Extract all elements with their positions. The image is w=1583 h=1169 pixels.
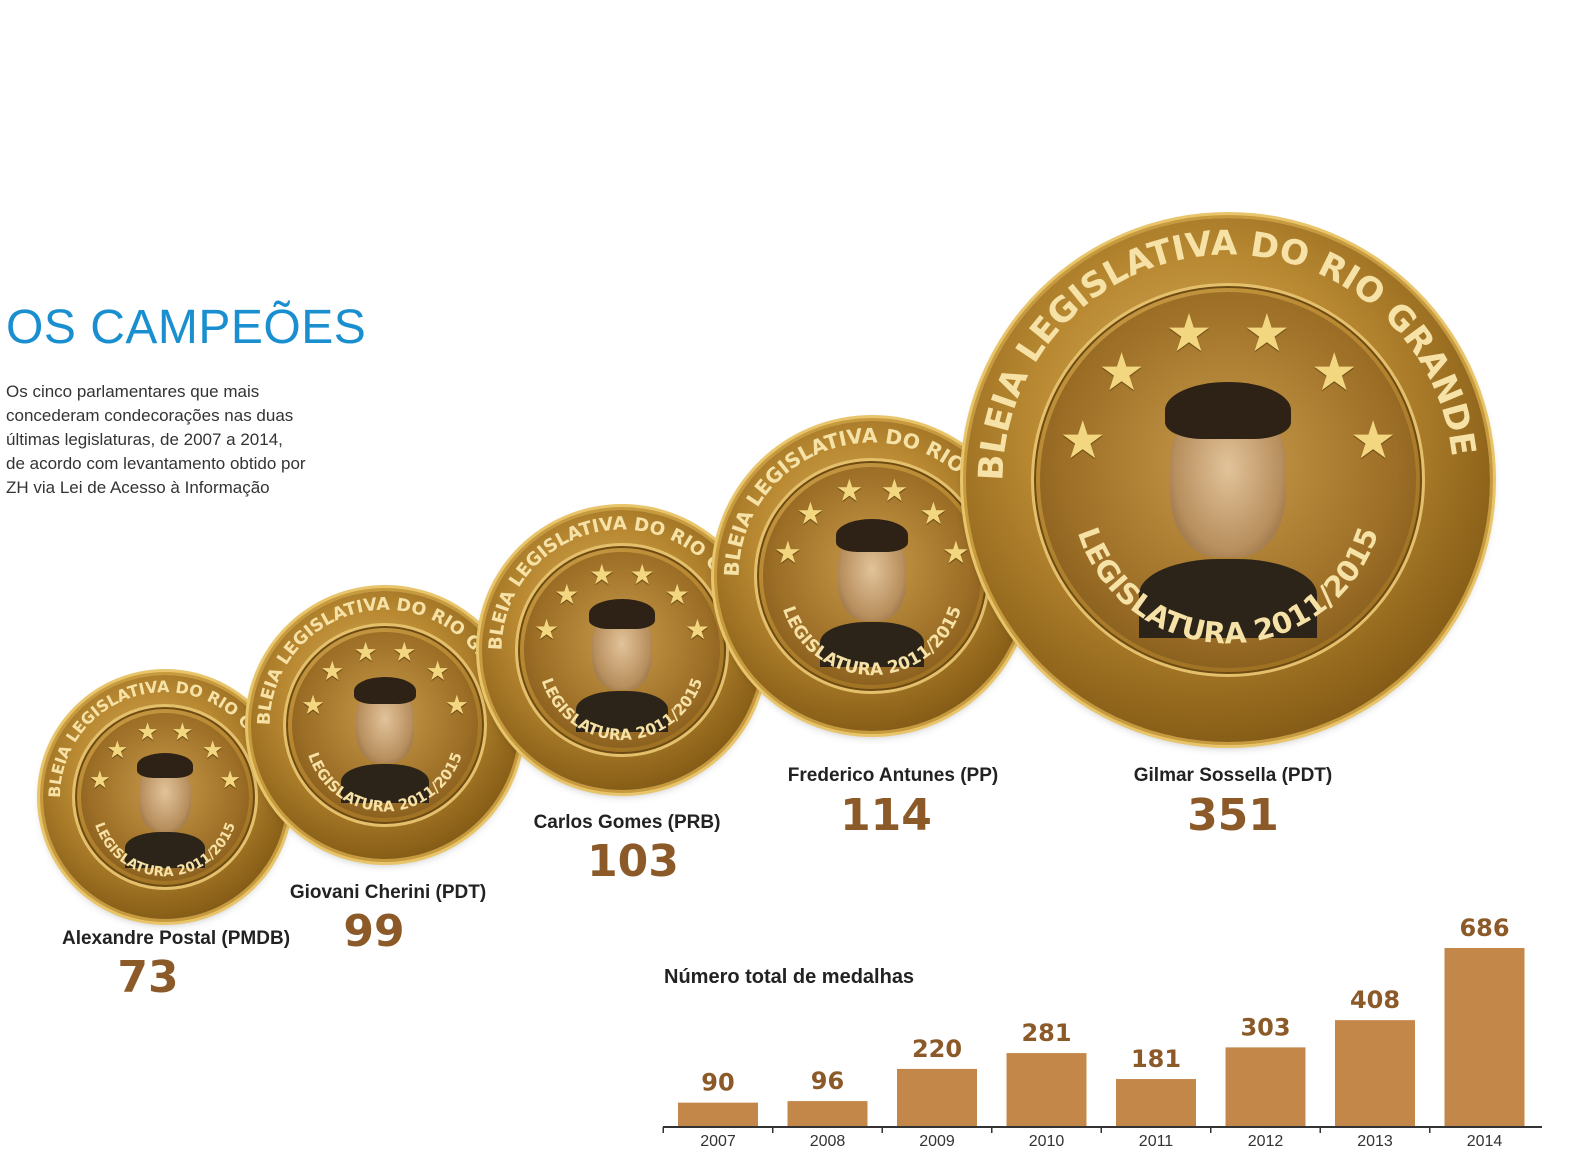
star-icon: ★: [629, 557, 655, 591]
x-tick-label: 2010: [1029, 1133, 1065, 1150]
medal-coin: ★★★★★★ASSEMBLEIA LEGISLATIVA DO RIO GRAN…: [35, 660, 287, 919]
star-icon: ★: [1349, 409, 1397, 471]
bar-2012: [1225, 1047, 1306, 1126]
bar-value-label: 96: [811, 1067, 844, 1095]
medal-coin: ★★★★★★ASSEMBLEIA LEGISLATIVA DO RIO GRAN…: [242, 576, 519, 859]
star-icon: ★: [835, 473, 864, 510]
x-tick-label: 2008: [810, 1133, 846, 1150]
star-icon: ★: [880, 473, 909, 510]
star-icon: ★: [796, 495, 825, 532]
star-icon: ★: [425, 656, 450, 688]
champion-name: Gilmar Sossella (PDT): [1133, 765, 1333, 786]
medal-coin: ★★★★★★ASSEMBLEIA LEGISLATIVA DO RIO GRAN…: [473, 494, 762, 790]
champion-count: 103: [587, 836, 679, 887]
star-icon: ★: [201, 734, 224, 764]
x-tick-label: 2011: [1139, 1133, 1174, 1150]
champion-count: 99: [343, 906, 405, 957]
lead-line: ZH via Lei de Acesso à Informação: [6, 478, 270, 497]
star-icon: ★: [300, 689, 325, 721]
portrait-shoulders: [575, 690, 669, 732]
coin-inscription: ASSEMBLEIA LEGISLATIVA DO RIO GRANDE DO …: [949, 187, 1484, 651]
bar-2009: [897, 1068, 977, 1126]
star-icon: ★: [684, 612, 710, 646]
bar-value-label: 686: [1459, 914, 1509, 942]
champion-name: Frederico Antunes (PP): [787, 765, 999, 786]
star-icon: ★: [320, 656, 345, 688]
star-icon: ★: [589, 557, 615, 591]
star-icon: ★: [1310, 342, 1358, 404]
star-icon: ★: [219, 764, 242, 794]
bar-value-label: 181: [1131, 1045, 1181, 1073]
x-tick-label: 2007: [700, 1133, 736, 1150]
portrait-shoulders: [1138, 558, 1318, 638]
lead-line: Os cinco parlamentares que mais: [6, 382, 260, 401]
portrait-hair: [136, 753, 194, 779]
star-icon: ★: [392, 636, 417, 668]
champion-count: 73: [117, 952, 179, 1003]
star-icon: ★: [444, 689, 469, 721]
bar-value-label: 90: [701, 1069, 734, 1097]
bar-value-label: 220: [912, 1035, 962, 1063]
champion-name: Carlos Gomes (PRB): [533, 812, 721, 833]
x-tick-label: 2014: [1467, 1133, 1503, 1150]
lead-line: últimas legislaturas, de 2007 a 2014,: [6, 430, 283, 449]
coin-ring: [515, 543, 729, 757]
portrait-hair: [589, 599, 655, 629]
star-icon: ★: [942, 534, 970, 571]
page-title: OS CAMPEÕES: [6, 301, 367, 354]
x-tick-label: 2013: [1357, 1133, 1393, 1150]
coin-ring: [282, 622, 488, 828]
champion-count: 114: [840, 790, 932, 841]
bar-2013: [1335, 1020, 1415, 1126]
coin-inscription: ASSEMBLEIA LEGISLATIVA DO RIO GRANDE DO …: [473, 494, 758, 744]
lead-line: concederam condecorações nas duas: [6, 406, 294, 425]
star-icon: ★: [1059, 409, 1107, 471]
star-icon: ★: [554, 577, 580, 611]
x-tick-label: 2009: [919, 1133, 955, 1150]
x-tick-label: 2012: [1248, 1133, 1284, 1150]
bar-value-label: 408: [1350, 986, 1400, 1014]
champion-count: 351: [1187, 790, 1279, 841]
coin-inscription: ASSEMBLEIA LEGISLATIVA DO RIO GRANDE DO …: [35, 660, 285, 880]
lead-line: de acordo com levantamento obtido por: [6, 454, 306, 473]
star-icon: ★: [1165, 303, 1213, 365]
coin-ring: [71, 703, 259, 891]
star-icon: ★: [171, 717, 194, 747]
portrait-shoulders: [340, 764, 430, 804]
champion-name: Giovani Cherini (PDT): [289, 882, 487, 903]
bar-value-label: 303: [1240, 1013, 1290, 1041]
star-icon: ★: [1243, 303, 1291, 365]
bar-2014: [1444, 948, 1525, 1126]
coin-inscription: ASSEMBLEIA LEGISLATIVA DO RIO GRANDE DO …: [242, 576, 515, 816]
star-icon: ★: [919, 495, 948, 532]
bar-2008: [787, 1101, 868, 1126]
champion-name: Alexandre Postal (PMDB): [61, 928, 291, 949]
bar-value-label: 281: [1021, 1019, 1071, 1047]
bar-2011: [1116, 1079, 1196, 1126]
portrait-hair: [835, 519, 909, 553]
star-icon: ★: [106, 734, 129, 764]
bar-2007: [678, 1102, 758, 1126]
star-icon: ★: [88, 764, 111, 794]
chart-title: Número total de medalhas: [664, 966, 915, 988]
star-icon: ★: [136, 717, 159, 747]
coin-ring: [1031, 283, 1425, 677]
portrait-hair: [1165, 382, 1291, 439]
star-icon: ★: [533, 612, 560, 646]
star-icon: ★: [353, 636, 378, 668]
star-icon: ★: [664, 577, 690, 611]
star-icon: ★: [774, 534, 802, 571]
star-icon: ★: [1098, 342, 1146, 404]
bar-2010: [1006, 1053, 1087, 1126]
medal-coin: ★★★★★★ASSEMBLEIA LEGISLATIVA DO RIO GRAN…: [949, 187, 1490, 742]
portrait-shoulders: [124, 832, 206, 868]
portrait-hair: [353, 676, 417, 705]
portrait-shoulders: [820, 621, 924, 668]
lead-text: Os cinco parlamentares que mais conceder…: [6, 380, 336, 500]
